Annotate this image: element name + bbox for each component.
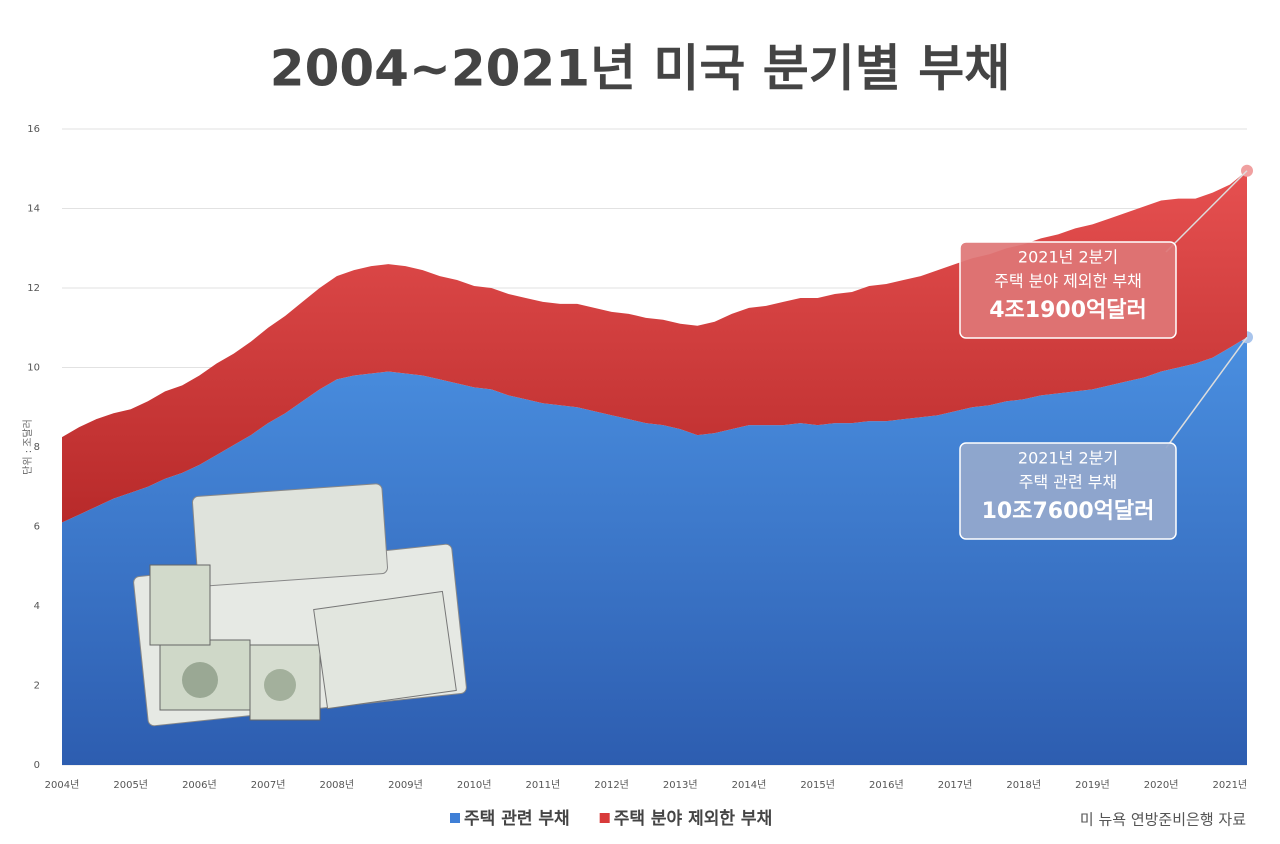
x-tick-label: 2010년	[457, 779, 492, 791]
x-tick-label: 2016년	[869, 779, 904, 791]
chart-title: 2004~2021년 미국 분기별 부채	[270, 40, 1010, 98]
annotation-text: 주택 관련 부채	[1019, 473, 1118, 492]
y-tick-label: 10	[27, 363, 40, 374]
legend-swatch	[599, 813, 610, 823]
legend-swatch	[450, 813, 460, 823]
y-axis-label: 단위 : 조달러	[21, 419, 34, 475]
x-tick-label: 2019년	[1075, 779, 1110, 791]
legend-label: 주택 관련 부채	[464, 809, 570, 829]
x-tick-label: 2013년	[663, 779, 698, 791]
x-tick-label: 2011년	[526, 779, 561, 791]
x-tick-label: 2015년	[800, 779, 835, 791]
y-tick-label: 14	[27, 204, 40, 215]
legend: 주택 관련 부채 주택 분야 제외한 부채	[450, 809, 772, 829]
annotation-text: 4조1900억달러	[989, 298, 1147, 323]
y-tick-label: 6	[34, 522, 40, 533]
x-tick-label: 2007년	[251, 779, 286, 791]
annotation-box	[959, 442, 1177, 540]
source: 미 뉴욕 연방준비은행 자료	[1080, 811, 1246, 829]
annotation-text: 주택 분야 제외한 부채	[994, 272, 1142, 291]
x-tick-label: 2014년	[732, 779, 767, 791]
x-tick-label: 2008년	[319, 779, 354, 791]
y-tick-label: 12	[27, 283, 40, 294]
y-tick-label: 4	[34, 601, 40, 612]
x-tick-label: 2012년	[594, 779, 629, 791]
annotation-text: 10조7600억달러	[982, 499, 1155, 524]
annotation-connector	[1165, 170, 1248, 253]
x-tick-label: 2009년	[388, 779, 423, 791]
y-tick-label: 8	[34, 442, 40, 453]
x-tick-label: 2018년	[1006, 779, 1041, 791]
money-illustration	[133, 483, 467, 727]
y-tick-label: 16	[27, 124, 40, 135]
x-tick-label: 2021년	[1212, 779, 1247, 791]
area	[62, 170, 1247, 523]
legend-label: 주택 분야 제외한 부채	[614, 809, 773, 829]
annotation-connector	[1165, 336, 1248, 449]
y-tick-label: 0	[34, 760, 40, 771]
x-tick-label: 2005년	[113, 779, 148, 791]
annotation-text: 2021년 2분기	[1018, 248, 1118, 267]
annotation-box	[959, 241, 1177, 339]
x-tick-label: 2006년	[182, 779, 217, 791]
x-tick-label: 2017년	[938, 779, 973, 791]
x-tick-label: 2004년	[45, 779, 80, 791]
y-tick-label: 2	[34, 681, 40, 692]
x-tick-label: 2020년	[1144, 779, 1179, 791]
annotation-text: 2021년 2분기	[1018, 449, 1118, 468]
